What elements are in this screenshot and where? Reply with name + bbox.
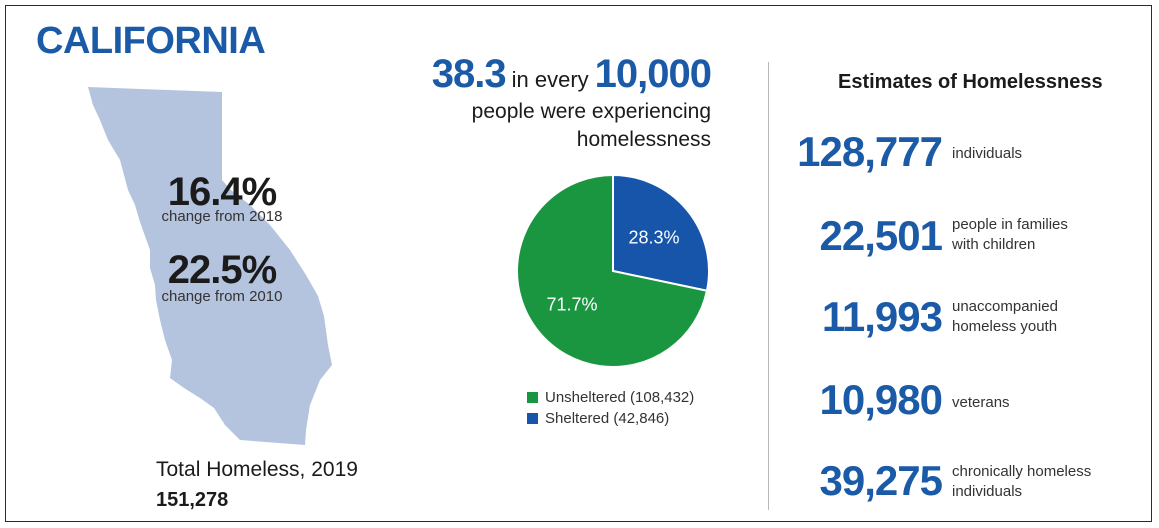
total-homeless-value: 151,278 — [156, 489, 229, 511]
estimate-number: 11,993 — [821, 293, 943, 340]
change-2018-value: 16.4% — [167, 170, 277, 214]
legend-item-unsheltered: Unsheltered (108,432) — [527, 387, 694, 408]
rate-line-1: people were experiencing — [471, 100, 711, 123]
estimate-desc-line2: with children — [952, 236, 1036, 253]
rate-middle: in every — [511, 67, 589, 92]
change-2010-value: 22.5% — [167, 248, 277, 292]
estimate-desc-line1: veterans — [952, 394, 1010, 411]
rate-value: 38.3 — [431, 52, 507, 96]
legend-swatch-unsheltered — [527, 392, 538, 403]
rate-line-2: homelessness — [576, 128, 711, 151]
legend-item-sheltered: Sheltered (42,846) — [527, 408, 694, 429]
legend-label-unsheltered: Unsheltered (108,432) — [545, 389, 695, 406]
estimate-desc: unaccompanied homeless youth — [952, 297, 1152, 337]
estimate-desc-line2: homeless youth — [952, 318, 1058, 335]
estimate-desc: chronically homeless individuals — [952, 462, 1152, 502]
legend-swatch-sheltered — [527, 413, 538, 424]
estimate-desc: people in families with children — [952, 215, 1152, 255]
pie-slice-unsheltered — [516, 173, 709, 368]
estimate-desc-line1: people in families — [952, 216, 1068, 233]
estimate-number: 10,980 — [819, 376, 943, 423]
estimate-desc-line1: unaccompanied — [952, 298, 1058, 315]
pie-legend: Unsheltered (108,432) Sheltered (42,846) — [527, 387, 694, 429]
pie-label-unsheltered: 71.7% — [546, 294, 597, 314]
change-2010-label: change from 2010 — [161, 288, 283, 305]
estimate-desc: veterans — [952, 393, 1152, 413]
legend-label-sheltered: Sheltered (42,846) — [545, 410, 670, 427]
state-title: CALIFORNIA — [36, 20, 266, 62]
rate-base: 10,000 — [594, 52, 712, 96]
rate-headline: 38.3 in every 10,000 — [431, 52, 712, 97]
pie-label-sheltered: 28.3% — [628, 228, 679, 248]
pie-slice-sheltered — [612, 173, 710, 292]
total-homeless-label: Total Homeless, 2019 — [156, 458, 358, 481]
change-2018-label: change from 2018 — [161, 208, 283, 225]
estimate-desc-line1: individuals — [952, 145, 1023, 162]
estimates-title: Estimates of Homelessness — [838, 71, 1103, 93]
estimate-number: 128,777 — [797, 128, 943, 175]
estimate-desc-line2: individuals — [952, 483, 1023, 500]
estimate-number: 39,275 — [819, 457, 943, 504]
estimate-number: 22,501 — [819, 212, 943, 259]
rate-subtitle: people were experiencing homelessness — [411, 98, 711, 154]
california-shape — [88, 87, 332, 445]
divider — [768, 62, 769, 510]
estimate-desc-line1: chronically homeless — [952, 463, 1092, 480]
estimate-desc: individuals — [952, 144, 1152, 164]
